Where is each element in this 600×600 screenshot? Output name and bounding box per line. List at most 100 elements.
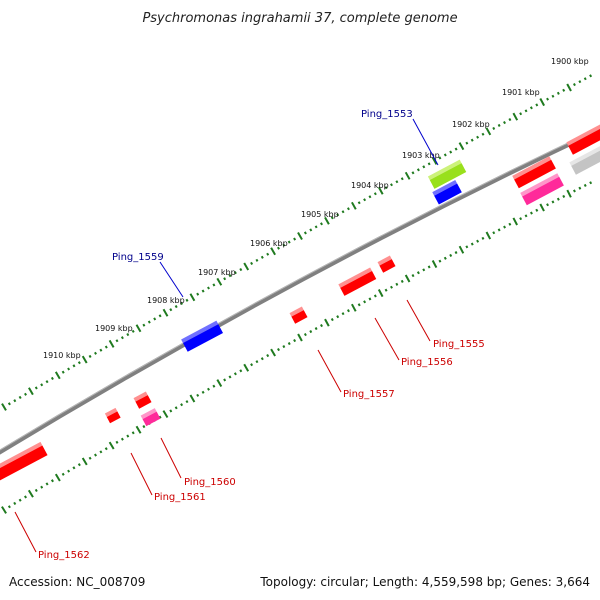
ruler-minor-tick <box>508 222 512 226</box>
ruler-minor-tick <box>266 354 270 358</box>
ruler-minor-tick <box>293 339 297 343</box>
ruler-minor-tick <box>99 450 103 454</box>
gene-label-ping-1561[interactable]: Ping_1561 <box>154 492 206 503</box>
kbp-label: 1906 kbp <box>250 239 288 248</box>
ruler-minor-tick <box>201 390 205 394</box>
ruler-major-tick <box>566 189 572 198</box>
ruler-minor-tick <box>530 211 533 215</box>
ruler-minor-tick <box>347 309 350 313</box>
ruler-major-tick <box>216 379 223 388</box>
gene-red-1557[interactable] <box>289 306 308 324</box>
ruler-minor-tick <box>416 271 420 275</box>
gene-lime[interactable] <box>427 159 467 189</box>
gene-label-ping-1560[interactable]: Ping_1560 <box>184 477 236 488</box>
gene-red-top-right-1[interactable] <box>512 156 556 189</box>
ruler-minor-tick <box>255 258 259 262</box>
ruler-major-tick <box>189 394 196 403</box>
gene-blue-1559[interactable] <box>181 320 224 352</box>
kbp-label: 1904 kbp <box>351 181 389 190</box>
ruler-minor-tick <box>228 375 232 379</box>
ruler-major-tick <box>189 293 196 302</box>
ruler-minor-tick <box>519 217 523 221</box>
ruler-minor-tick <box>45 482 49 486</box>
ruler-minor-tick <box>400 177 404 181</box>
ruler-minor-tick <box>589 181 593 185</box>
gene-blue-1553[interactable] <box>432 179 462 205</box>
ruler-minor-tick <box>535 208 539 212</box>
ruler-minor-tick <box>24 495 27 499</box>
ruler-minor-tick <box>99 348 103 352</box>
ruler-major-tick <box>108 339 115 348</box>
ruler-major-tick <box>270 247 276 256</box>
gene-pink-top-right[interactable] <box>520 173 564 206</box>
ruler-minor-tick <box>94 351 97 355</box>
gene-label-ping-1559[interactable]: Ping_1559 <box>112 252 164 263</box>
gene-labels: Ping_1553 Ping_1555 Ping_1556 Ping_1557 … <box>38 109 485 561</box>
ruler-minor-tick <box>142 323 146 327</box>
ruler-minor-tick <box>115 339 119 343</box>
ruler-minor-tick <box>524 214 528 218</box>
ruler-major-tick <box>324 216 330 225</box>
accession-text: Accession: NC_008709 <box>9 575 145 589</box>
ruler-minor-tick <box>223 277 227 281</box>
ruler-minor-tick <box>196 292 200 296</box>
gene-red-1556[interactable] <box>338 267 377 296</box>
gene-red-1560[interactable] <box>133 391 152 409</box>
ruler-minor-tick <box>573 83 576 87</box>
ruler-minor-tick <box>503 225 506 229</box>
ruler-minor-tick <box>390 183 393 187</box>
ruler-major-tick <box>135 324 142 333</box>
ruler-minor-tick <box>481 236 485 240</box>
ruler-minor-tick <box>207 286 210 290</box>
ruler-minor-tick <box>212 283 216 287</box>
ruler-major-tick <box>404 274 411 283</box>
ruler-minor-tick <box>196 393 200 397</box>
gene-red-1555[interactable] <box>377 255 396 273</box>
ruler-major-tick <box>27 489 34 498</box>
ruler-minor-tick <box>158 415 162 419</box>
gene-red-top-right-2[interactable] <box>566 121 600 155</box>
ruler-major-tick <box>566 83 572 92</box>
ruler-minor-tick <box>384 288 388 292</box>
gene-label-ping-1562[interactable]: Ping_1562 <box>38 550 90 561</box>
ruler-minor-tick <box>470 138 474 142</box>
ruler-minor-tick <box>589 74 593 78</box>
kbp-label: 1910 kbp <box>43 351 81 360</box>
gene-pink-1560[interactable] <box>140 408 161 427</box>
ruler-minor-tick <box>72 364 76 368</box>
ruler-major-tick <box>539 98 545 107</box>
ruler-minor-tick <box>449 150 453 154</box>
ruler-minor-tick <box>18 498 22 502</box>
ruler-minor-tick <box>368 195 372 199</box>
ruler-minor-tick <box>476 239 480 243</box>
ruler-minor-tick <box>77 463 81 467</box>
ruler-minor-tick <box>104 345 108 349</box>
ruler-minor-tick <box>13 501 17 506</box>
gene-label-ping-1553[interactable]: Ping_1553 <box>361 109 413 120</box>
ruler-minor-tick <box>260 255 264 259</box>
ruler-minor-tick <box>476 135 480 139</box>
ruler-minor-tick <box>223 378 227 382</box>
kbp-label: 1907 kbp <box>198 268 236 277</box>
ruler-minor-tick <box>61 472 65 476</box>
ruler-minor-tick <box>282 345 286 349</box>
ruler-minor-tick <box>7 505 11 509</box>
gene-red-1561[interactable] <box>104 407 121 424</box>
ruler-minor-tick <box>50 479 54 483</box>
kbp-label: 1900 kbp <box>551 57 589 66</box>
ruler-minor-tick <box>347 207 350 211</box>
ruler-minor-tick <box>131 329 135 333</box>
genome-backbone-highlight <box>0 127 600 451</box>
ruler-minor-tick <box>384 186 388 190</box>
ruler-minor-tick <box>13 399 17 403</box>
ruler-minor-tick <box>282 243 286 247</box>
ruler-major-tick <box>485 127 492 136</box>
ruler-minor-tick <box>185 400 189 404</box>
ruler-minor-tick <box>524 109 528 113</box>
gene-red-1562[interactable] <box>0 441 48 482</box>
ruler-minor-tick <box>120 437 124 441</box>
gene-label-ping-1555[interactable]: Ping_1555 <box>433 339 485 350</box>
ruler-major-tick <box>54 371 61 380</box>
gene-label-ping-1557[interactable]: Ping_1557 <box>343 389 395 400</box>
gene-label-ping-1556[interactable]: Ping_1556 <box>401 357 453 368</box>
